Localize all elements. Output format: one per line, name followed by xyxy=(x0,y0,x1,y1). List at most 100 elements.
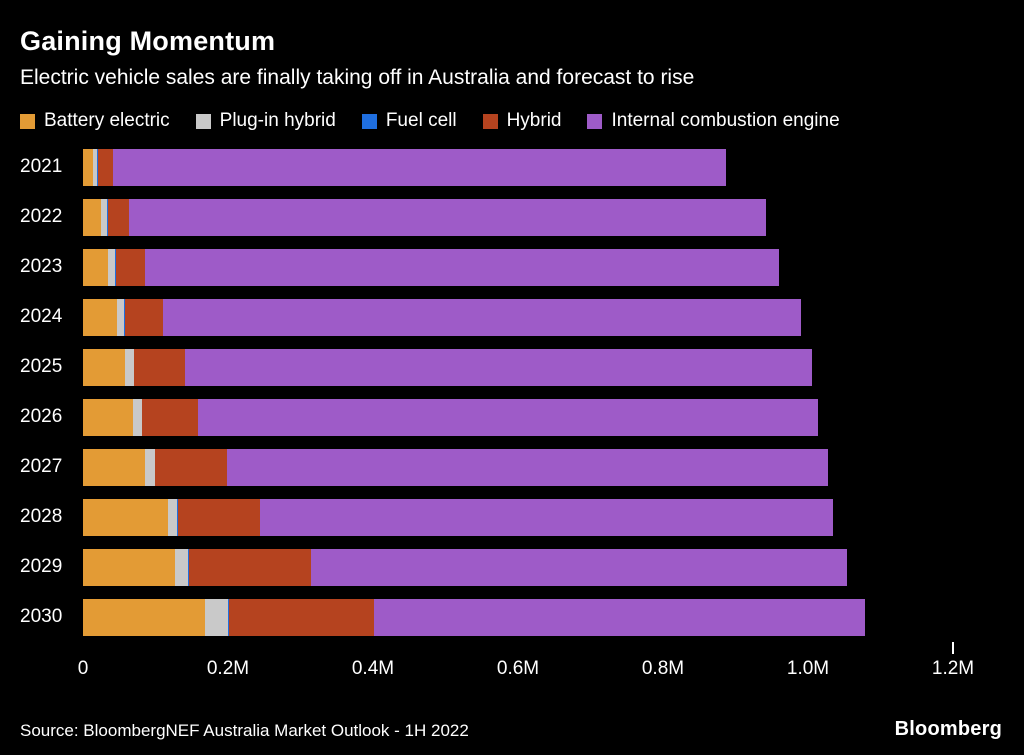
x-tick-label: 1.0M xyxy=(786,658,830,679)
bar-segment-plug-in-hybrid xyxy=(133,398,142,436)
bar-segment-hybrid xyxy=(134,348,186,386)
year-label: 2021 xyxy=(20,156,63,177)
bar-segment-hybrid xyxy=(188,548,311,586)
legend-label: Internal combustion engine xyxy=(611,110,840,131)
bar-segment-internal-combustion-engine xyxy=(374,598,865,636)
bar-track xyxy=(83,348,953,386)
legend-item-internal-combustion-engine: Internal combustion engine xyxy=(587,110,840,132)
footer: Source: BloombergNEF Australia Market Ou… xyxy=(20,718,1002,741)
year-label: 2030 xyxy=(20,606,63,627)
bar-segment-fuel-cell xyxy=(124,298,126,336)
bar-segment-plug-in-hybrid xyxy=(204,598,228,636)
source-note: Source: BloombergNEF Australia Market Ou… xyxy=(20,721,469,740)
legend-label: Battery electric xyxy=(44,110,170,131)
bar-segment-battery-electric xyxy=(83,398,134,436)
year-label: 2024 xyxy=(20,306,63,327)
x-tick-label: 1.2M xyxy=(931,658,975,679)
bar-segment-fuel-cell xyxy=(227,598,230,636)
x-axis: 0 0.2M 0.4M 0.6M 0.8M 1.0M 1.2M xyxy=(78,642,974,684)
bar-segment-fuel-cell xyxy=(177,498,178,536)
legend-swatch-internal-combustion-engine xyxy=(587,113,603,129)
bar-row: 2030 xyxy=(20,592,1004,642)
bar-track xyxy=(83,298,953,336)
bar-segment-battery-electric xyxy=(83,148,94,186)
bar-row: 2029 xyxy=(20,542,1004,592)
bar-track xyxy=(83,598,953,636)
legend-item-plug-in-hybrid: Plug-in hybrid xyxy=(195,110,336,132)
legend-item-hybrid: Hybrid xyxy=(482,110,561,132)
bar-row: 2027 xyxy=(20,442,1004,492)
bar-segment-plug-in-hybrid xyxy=(117,298,125,336)
bar-segment-fuel-cell xyxy=(114,248,116,286)
bar-row: 2028 xyxy=(20,492,1004,542)
bar-segment-internal-combustion-engine xyxy=(162,298,801,336)
legend-swatch-battery-electric xyxy=(20,113,35,129)
bar-track xyxy=(83,148,953,186)
bloomberg-logo: Bloomberg xyxy=(894,718,1002,740)
bar-segment-battery-electric xyxy=(83,248,109,286)
bar-segment-battery-electric xyxy=(83,348,126,386)
bar-row: 2022 xyxy=(20,192,1004,242)
page-title: Gaining Momentum xyxy=(20,26,276,56)
bar-segment-battery-electric xyxy=(83,448,146,486)
bar-track xyxy=(83,448,953,486)
year-label: 2029 xyxy=(20,556,63,577)
bar-segment-battery-electric xyxy=(83,498,168,536)
x-tick-label: 0.4M xyxy=(351,658,395,679)
bar-row: 2021 xyxy=(20,142,1004,192)
bar-track xyxy=(83,198,953,236)
bar-rows: 2021 2022 2023 2024 2025 2026 2027 2028 2029 2030 xyxy=(20,142,1004,642)
year-label: 2023 xyxy=(20,256,63,277)
bar-row: 2023 xyxy=(20,242,1004,292)
x-tick-label: 0.6M xyxy=(496,658,540,679)
bar-track xyxy=(83,398,953,436)
bar-segment-internal-combustion-engine xyxy=(198,398,819,436)
bar-segment-hybrid xyxy=(177,498,260,536)
x-tick-label: 0.2M xyxy=(206,658,250,679)
bar-segment-plug-in-hybrid xyxy=(108,248,115,286)
bar-segment-plug-in-hybrid xyxy=(175,548,189,586)
bar-segment-hybrid xyxy=(107,198,130,236)
x-tick-label: 0 xyxy=(77,658,89,679)
bar-segment-battery-electric xyxy=(83,598,205,636)
bar-segment-fuel-cell xyxy=(97,148,99,186)
bar-segment-internal-combustion-engine xyxy=(185,348,813,386)
bar-segment-plug-in-hybrid xyxy=(101,198,107,236)
legend: Battery electric Plug-in hybrid Fuel cell H… xyxy=(20,110,1004,132)
bar-segment-fuel-cell xyxy=(133,348,135,386)
bar-segment-battery-electric xyxy=(83,198,102,236)
bar-row: 2026 xyxy=(20,392,1004,442)
bar-segment-internal-combustion-engine xyxy=(129,198,766,236)
chart-subtitle: Electric vehicle sales are finally takin… xyxy=(20,66,695,89)
bar-segment-fuel-cell xyxy=(154,448,156,486)
bar-segment-plug-in-hybrid xyxy=(145,448,155,486)
legend-item-fuel-cell: Fuel cell xyxy=(361,110,457,132)
bar-segment-internal-combustion-engine xyxy=(259,498,833,536)
bar-segment-hybrid xyxy=(98,148,114,186)
bar-segment-internal-combustion-engine xyxy=(310,548,848,586)
x-axis-tick-mark xyxy=(952,642,954,654)
year-label: 2025 xyxy=(20,356,63,377)
bar-segment-hybrid xyxy=(155,448,227,486)
bar-row: 2024 xyxy=(20,292,1004,342)
bar-segment-hybrid xyxy=(125,298,163,336)
bar-row: 2025 xyxy=(20,342,1004,392)
bar-track xyxy=(83,548,953,586)
bar-track xyxy=(83,498,953,536)
bar-segment-fuel-cell xyxy=(141,398,143,436)
bar-segment-internal-combustion-engine xyxy=(144,248,779,286)
year-label: 2022 xyxy=(20,206,63,227)
year-label: 2028 xyxy=(20,506,63,527)
x-tick-label: 0.8M xyxy=(641,658,685,679)
bar-segment-battery-electric xyxy=(83,548,176,586)
legend-swatch-hybrid xyxy=(482,113,498,129)
bar-segment-hybrid xyxy=(115,248,145,286)
legend-item-battery-electric: Battery electric xyxy=(20,110,170,132)
bar-segment-plug-in-hybrid xyxy=(125,348,134,386)
bar-track xyxy=(83,248,953,286)
bar-segment-internal-combustion-engine xyxy=(226,448,829,486)
bar-segment-internal-combustion-engine xyxy=(113,148,727,186)
bar-segment-hybrid xyxy=(229,598,375,636)
stacked-bar-chart: 2021 2022 2023 2024 2025 2026 2027 2028 2029 2030… xyxy=(20,142,1004,684)
